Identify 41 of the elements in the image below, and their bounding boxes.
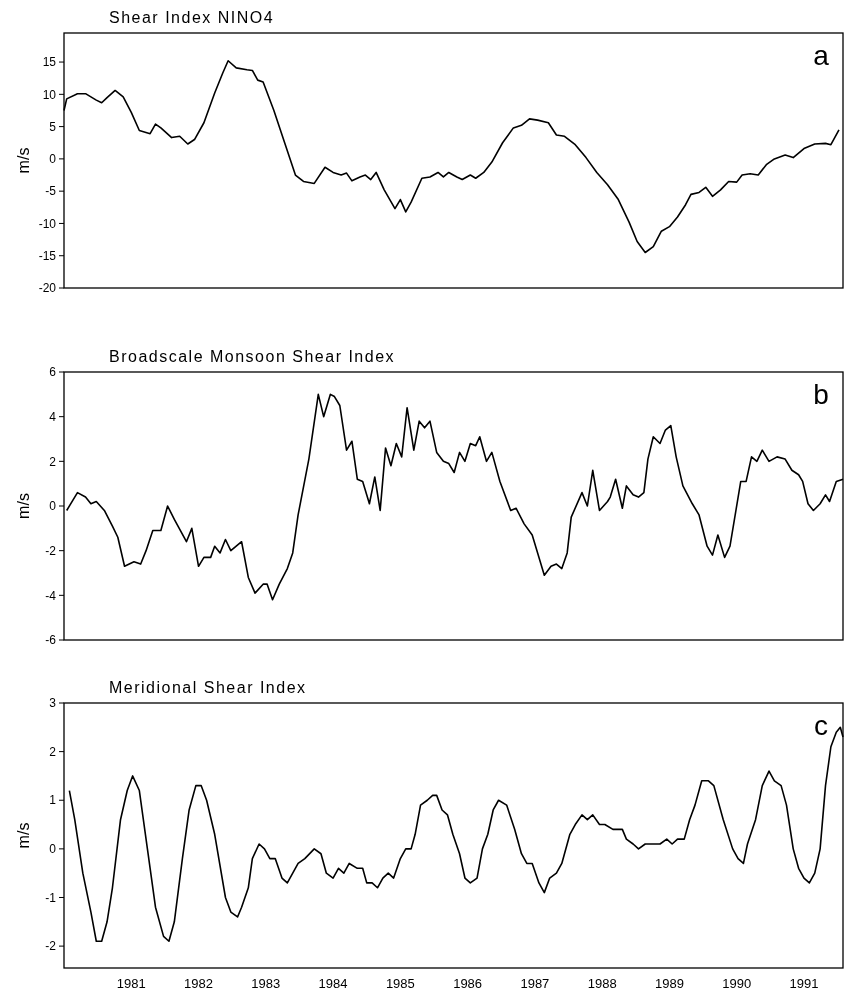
y-tick-label: -2: [45, 939, 57, 954]
y-tick-label: 5: [49, 119, 57, 134]
y-tick-label: 3: [49, 696, 57, 711]
y-tick-label: 15: [42, 55, 57, 70]
x-tick-label: 1991: [789, 976, 819, 991]
x-tick-label: 1981: [116, 976, 146, 991]
chart-title: Broadscale Monsoon Shear Index: [109, 348, 396, 365]
chart-title: Meridional Shear Index: [109, 679, 307, 696]
x-tick-label: 1985: [385, 976, 415, 991]
y-tick-label: 10: [42, 87, 57, 102]
y-tick-label: -10: [38, 216, 57, 231]
y-tick-label: -20: [38, 281, 57, 296]
y-tick-label: 4: [49, 409, 57, 424]
annotation: c: [814, 710, 828, 741]
y-axis-title: m/s: [15, 147, 32, 174]
y-axis-title: m/s: [15, 822, 32, 849]
y-tick-label: 6: [49, 365, 57, 380]
annotation: b: [813, 379, 829, 410]
x-tick-label: 1982: [184, 976, 213, 991]
chart-title: Shear Index NINO4: [109, 9, 275, 26]
x-tick-label: 1990: [722, 976, 752, 991]
y-tick-label: -15: [38, 248, 57, 263]
x-tick-label: 1984: [318, 976, 348, 991]
x-tick-label: 1988: [587, 976, 617, 991]
y-tick-label: -2: [45, 543, 57, 558]
y-tick-label: -1: [45, 890, 57, 905]
y-tick-label: 0: [49, 499, 57, 514]
y-tick-label: -4: [45, 588, 57, 603]
y-tick-label: -5: [45, 184, 57, 199]
x-tick-label: 1987: [520, 976, 550, 991]
y-tick-label: 2: [49, 454, 57, 469]
x-tick-label: 1989: [654, 976, 684, 991]
y-tick-label: 0: [49, 842, 57, 857]
y-axis-title: m/s: [15, 493, 32, 519]
x-tick-label: 1986: [453, 976, 483, 991]
y-tick-label: -6: [45, 633, 57, 648]
y-tick-label: 0: [49, 152, 57, 167]
y-tick-label: 1: [49, 793, 57, 808]
y-tick-label: 2: [49, 744, 57, 759]
x-tick-label: 1983: [251, 976, 281, 991]
annotation: a: [813, 40, 830, 71]
